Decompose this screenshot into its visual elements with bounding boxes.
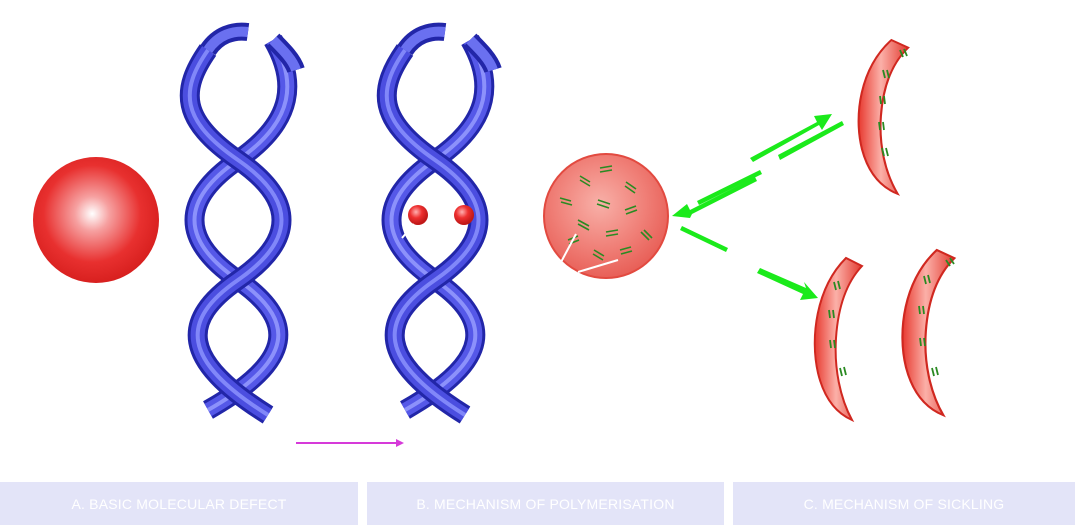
helix-defect — [387, 32, 493, 415]
sickle-cell-top — [857, 38, 910, 195]
sickle-cell-diagram — [33, 0, 956, 447]
caption-a-text: A. BASIC MOLECULAR DEFECT — [71, 495, 287, 512]
caption-mechanism-of-sickling: C. MECHANISM OF SICKLING — [733, 482, 1075, 525]
defect-bead-left — [408, 205, 428, 225]
caption-b-text: B. MECHANISM OF POLYMERISATION — [416, 495, 675, 512]
normal-red-cell — [33, 157, 159, 283]
helix-normal — [190, 32, 296, 415]
sickle-cell-bottom-right — [901, 248, 956, 417]
magenta-arrow — [296, 439, 404, 447]
caption-c-text: C. MECHANISM OF SICKLING — [803, 495, 1005, 512]
sickle-polymer-marks — [828, 48, 955, 377]
polymer-cell — [543, 153, 669, 279]
bead-pointer — [401, 223, 415, 239]
defect-bead-right — [454, 205, 474, 225]
caption-mechanism-of-polymerisation: B. MECHANISM OF POLYMERISATION — [367, 482, 724, 525]
green-arrows — [672, 114, 844, 300]
caption-basic-molecular-defect: A. BASIC MOLECULAR DEFECT — [0, 482, 358, 525]
